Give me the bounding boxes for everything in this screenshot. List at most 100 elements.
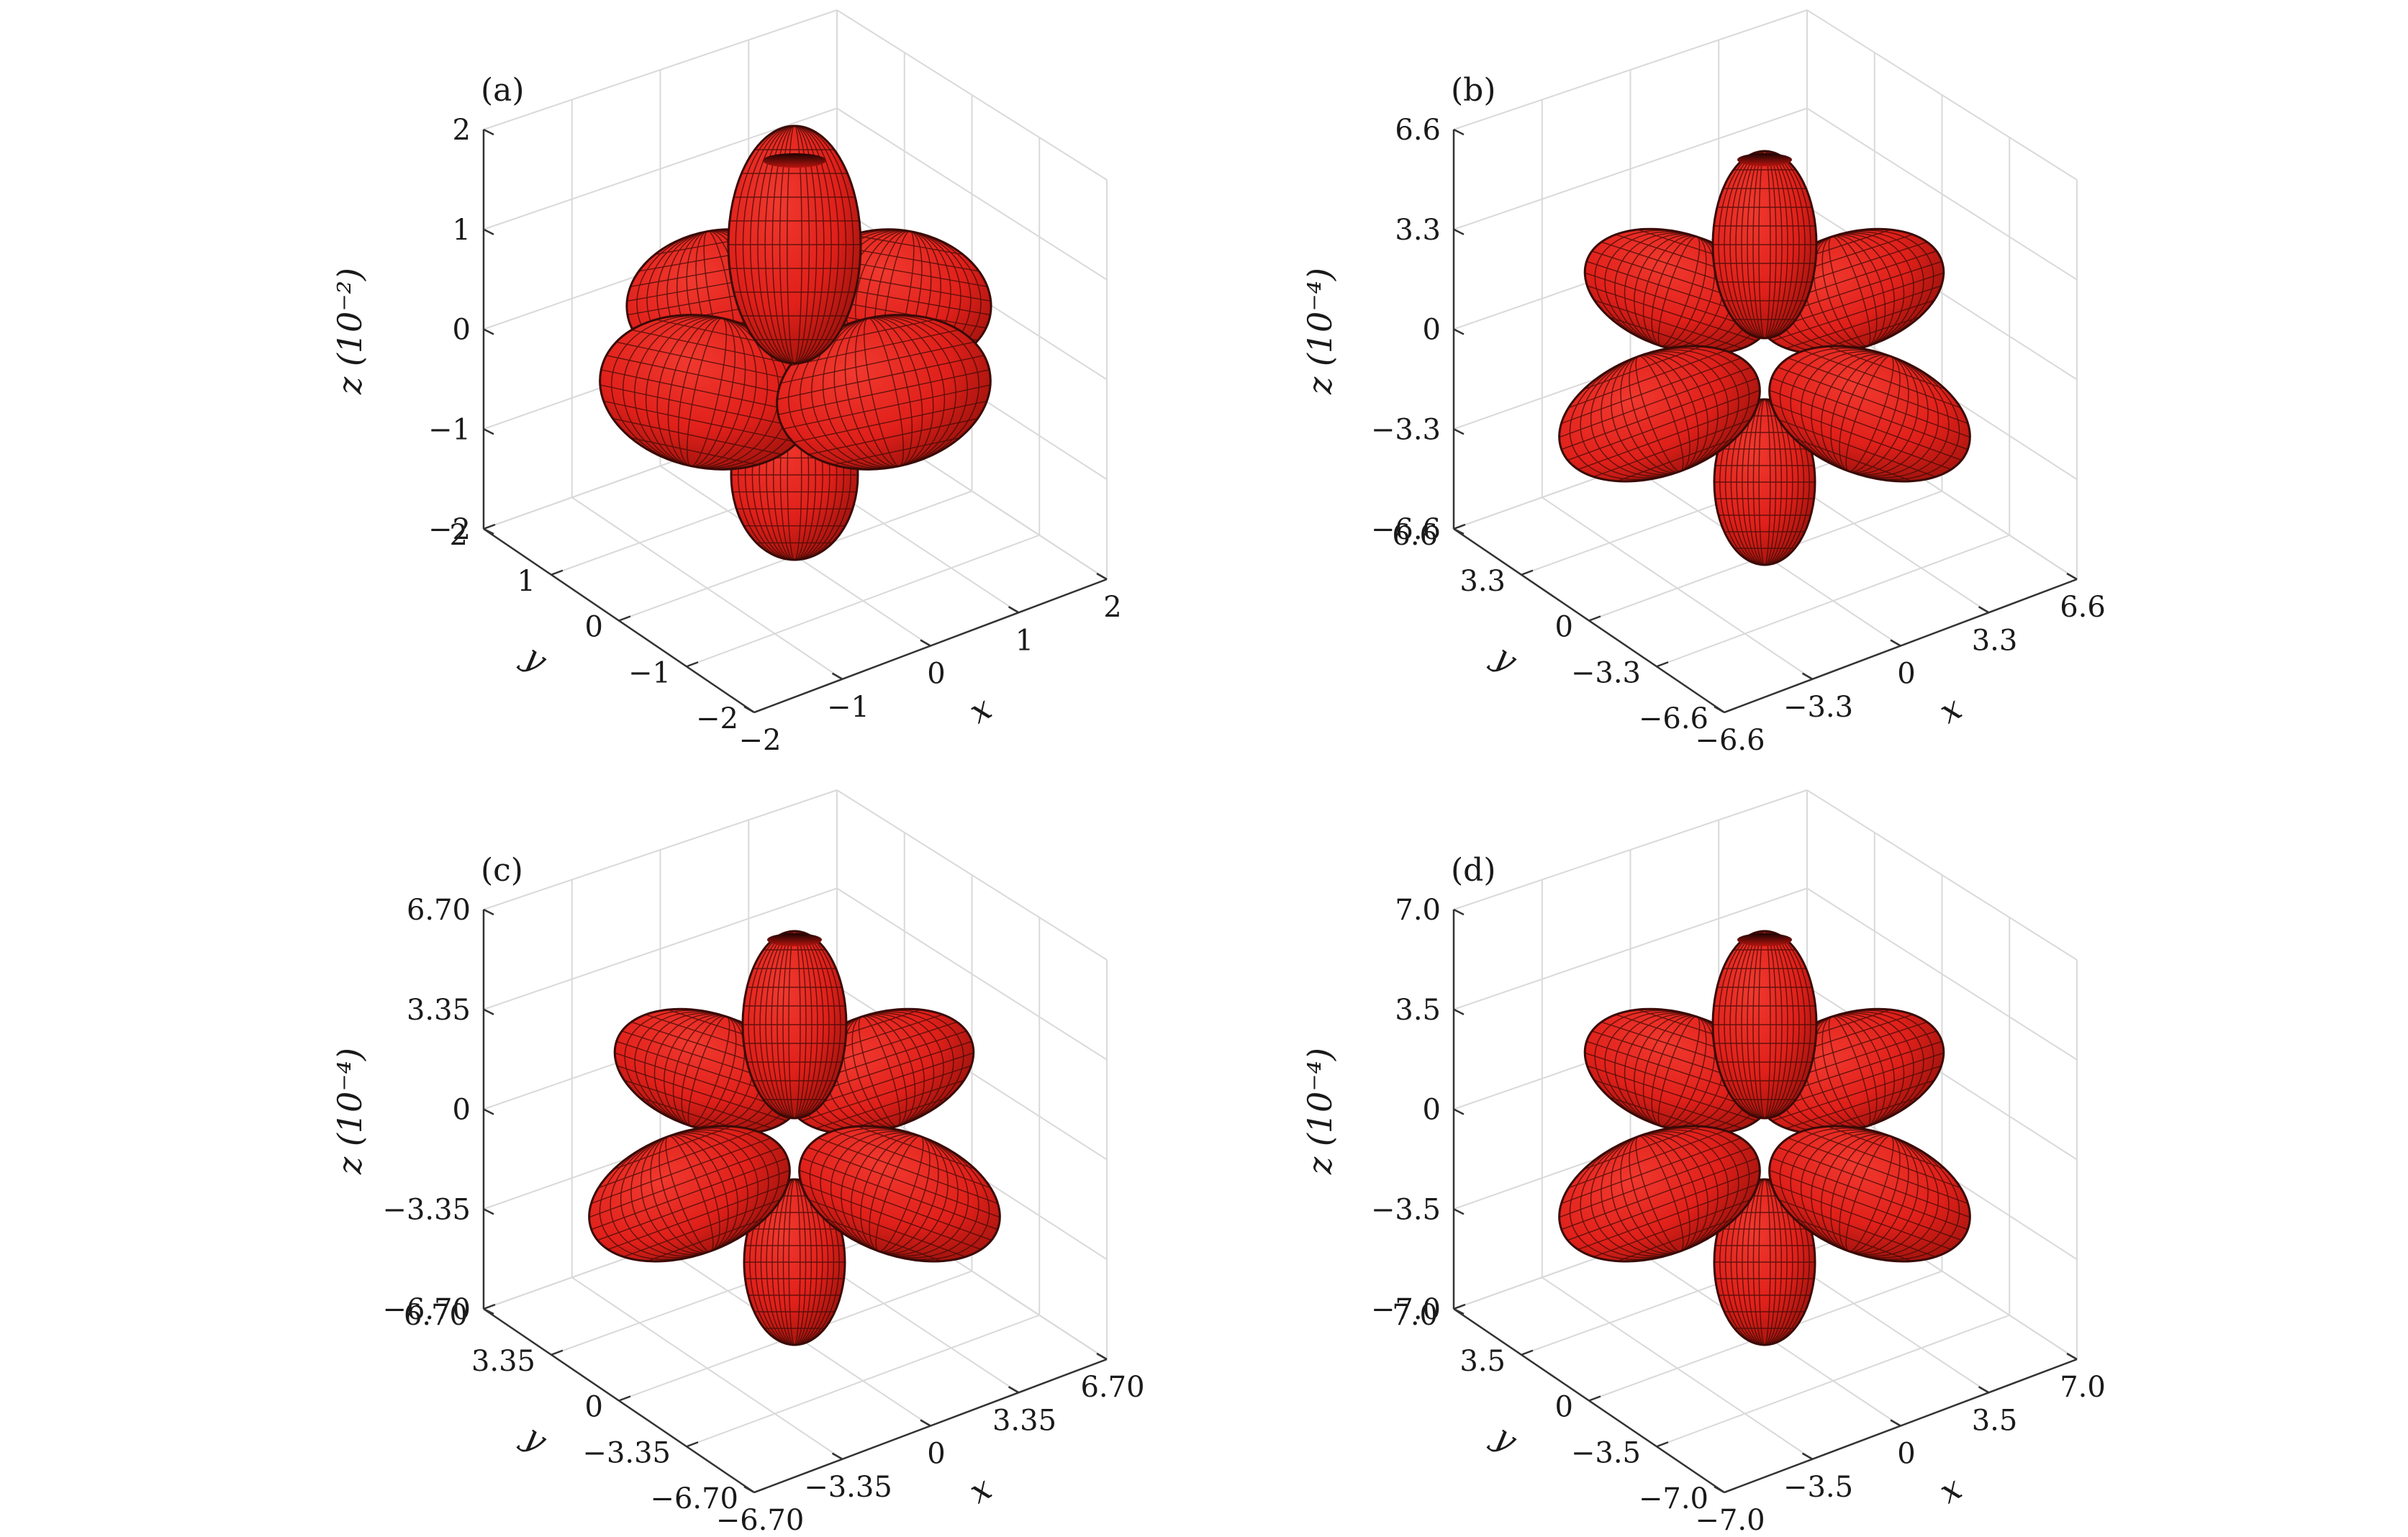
panel-b: 6.66.6−6.63.33.3−3.3000−3.3−3.33.3−6.6−6… [1300,9,2106,757]
y-tick-label: 0 [1555,1391,1573,1424]
lobe-front-right [776,314,992,471]
y-tick-label: 6.6 [1392,519,1438,552]
x-tick-mark [2066,1352,2078,1361]
y-axis-label: y [1485,1416,1525,1460]
surface [1558,930,1971,1346]
z-tick-label: 6.6 [1395,114,1441,147]
y-tick-label: −3.35 [582,1436,671,1469]
top-cap [763,153,826,168]
z-tick-label: 3.5 [1395,994,1441,1027]
z-tick-mark [483,1307,494,1315]
y-tick-mark [1724,1487,1737,1494]
y-tick-mark [618,1395,631,1402]
z-tick-label: 3.3 [1395,214,1441,247]
x-tick-label: 0 [927,1438,945,1471]
z-tick-mark [1453,1108,1465,1115]
z-tick-label: 1 [453,214,471,247]
x-tick-mark [1978,606,1990,614]
y-tick-mark [753,1487,766,1494]
z-tick-mark [1453,1208,1465,1215]
x-tick-label: −3.3 [1783,691,1853,724]
y-tick-mark [753,707,766,714]
x-tick-mark [2066,572,2078,581]
lobe-front-right [1768,1125,1971,1263]
z-tick-mark [1453,1008,1465,1015]
y-tick-label: −3.5 [1571,1436,1641,1469]
z-tick-mark [1453,1307,1465,1315]
y-tick-mark [686,1441,699,1448]
panel-label: (d) [1451,852,1496,889]
x-tick-mark [1714,1485,1725,1494]
panel-label: (a) [481,72,525,109]
y-tick-mark [1521,569,1534,576]
z-tick-label: 3.35 [407,994,471,1027]
y-axis-label: y [515,1416,555,1460]
x-tick-label: −3.5 [1783,1471,1853,1504]
z-tick-label: −3.35 [382,1193,471,1226]
y-tick-mark [1453,523,1466,530]
z-tick-label: −2 [428,513,471,546]
x-axis-label: x [962,688,998,731]
y-tick-mark [1521,1349,1534,1356]
z-tick-mark [1453,228,1465,235]
x-tick-mark [831,672,843,680]
z-tick-label: −1 [428,413,471,446]
lobe-front-right [798,1125,1001,1263]
y-tick-label: 6.70 [404,1299,468,1332]
panel-label: (c) [481,852,523,889]
z-tick-label: 0 [1423,314,1441,347]
z-axis-label: z (10⁻⁴) [1300,1048,1339,1175]
x-tick-label: 2 [1103,591,1121,624]
y-tick-label: −6.6 [1639,702,1708,735]
x-tick-label: 7.0 [2060,1371,2106,1404]
y-axis-label: y [515,636,555,680]
x-tick-label: 0 [1897,1438,1915,1471]
y-tick-mark [1588,615,1601,622]
grid-lines [1453,9,2078,713]
lobe-bottom [743,1178,846,1346]
z-tick-label: 2 [453,114,471,147]
lobe-bottom [1713,1178,1816,1346]
x-tick-label: −7.0 [1695,1504,1765,1537]
z-tick-label: −3.5 [1371,1193,1441,1226]
x-axis-label: x [1932,688,1968,731]
x-tick-mark [1978,1386,1990,1394]
y-tick-mark [551,569,563,576]
x-tick-label: 3.3 [1972,624,2018,657]
x-tick-mark [1801,1452,1814,1460]
x-tick-label: 3.35 [992,1404,1056,1437]
z-tick-label: −6.6 [1371,513,1441,546]
z-tick-mark [1453,428,1465,435]
z-tick-label: 0 [1423,1094,1441,1127]
y-tick-mark [483,1303,496,1310]
y-tick-label: 3.3 [1459,565,1506,598]
lobe-front-left [1558,1125,1761,1263]
x-tick-label: 0 [927,658,945,691]
x-tick-label: 1 [1015,624,1033,657]
z-tick-label: −7.0 [1371,1293,1441,1326]
y-tick-label: 7.0 [1392,1299,1438,1332]
lobe-top [1711,930,1818,1120]
z-tick-mark [1453,908,1465,916]
z-tick-mark [1453,527,1465,535]
z-tick-label: −3.3 [1371,413,1441,446]
z-tick-mark [483,1208,494,1215]
top-cap [1737,933,1792,946]
x-tick-mark [1008,606,1020,614]
y-axis-label: y [1485,636,1525,680]
x-tick-mark [1096,1352,1108,1361]
grid-lines [483,789,1108,1493]
z-tick-mark [1453,328,1465,335]
x-tick-mark [1714,705,1725,714]
x-tick-label: 0 [1897,658,1915,691]
z-tick-label: 6.70 [407,894,471,927]
z-tick-label: −6.70 [382,1293,471,1326]
y-tick-mark [686,661,699,668]
y-tick-label: 1 [517,565,535,598]
panel-d: 7.07.0−7.03.53.5−3.5000−3.5−3.53.5−7.0−7… [1300,789,2106,1537]
x-tick-label: −6.6 [1695,724,1765,757]
lobe-front-left [1558,345,1761,483]
y-tick-label: −6.70 [650,1482,738,1515]
